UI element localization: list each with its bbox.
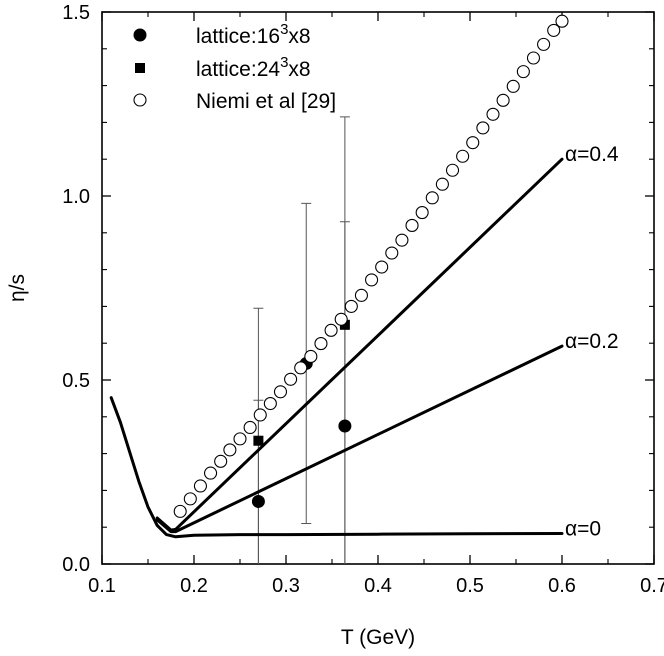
niemi-point — [273, 385, 288, 399]
lattice16-point — [338, 419, 352, 433]
niemi-point — [456, 149, 470, 163]
lattice24-point — [339, 319, 350, 330]
data-markers — [173, 14, 569, 518]
x-axis-title: T (GeV) — [341, 626, 415, 649]
y-tick-label: 1.5 — [62, 2, 90, 24]
niemi-point — [294, 361, 308, 375]
x-tick-label: 0.3 — [272, 575, 300, 597]
niemi-point — [486, 107, 500, 121]
x-tick-label: 0.5 — [456, 575, 484, 597]
niemi-point — [324, 323, 338, 337]
niemi-point — [476, 121, 490, 135]
niemi-point — [214, 454, 228, 468]
lattice24-point — [253, 435, 264, 446]
lattice16-point — [251, 494, 265, 508]
x-tick-label: 0.4 — [364, 575, 392, 597]
niemi-point — [405, 218, 419, 232]
niemi-point — [506, 79, 520, 93]
niemi-point — [466, 136, 480, 150]
curve-line — [155, 344, 564, 534]
niemi-point — [354, 288, 368, 302]
niemi-point — [395, 233, 409, 247]
niemi-point — [435, 177, 449, 191]
plot-frame — [101, 11, 655, 565]
y-tick-label: 0.5 — [62, 370, 90, 392]
niemi-point — [263, 397, 277, 411]
niemi-point — [516, 65, 530, 79]
y-tick-label: 1.0 — [62, 186, 90, 208]
niemi-point — [284, 372, 298, 386]
curve-label: α=0.4 — [565, 143, 619, 166]
y-axis-title: η/s — [6, 274, 29, 302]
niemi-point — [173, 504, 187, 518]
niemi-point — [365, 273, 379, 287]
legend-marker — [133, 93, 147, 107]
niemi-point — [193, 479, 207, 493]
niemi-point — [425, 191, 439, 205]
legend-marker — [135, 63, 145, 73]
niemi-point — [314, 337, 328, 351]
niemi-point — [385, 246, 399, 260]
error-bars — [253, 116, 350, 564]
niemi-point — [304, 349, 318, 363]
niemi-point — [537, 37, 551, 51]
curve-line — [155, 157, 564, 532]
axis-ticks: 0.1 0.2 0.3 0.4 0.5 0.6 0.7 0.0 0.5 1.0 1.5 — [62, 2, 664, 597]
curve-line — [109, 396, 564, 539]
niemi-point — [344, 299, 358, 313]
x-tick-label: 0.6 — [548, 575, 576, 597]
x-tick-label: 0.1 — [88, 575, 116, 597]
curve-label: α=0 — [565, 517, 601, 540]
niemi-point — [547, 23, 561, 37]
legend-label: lattice:243x8 — [196, 54, 311, 81]
niemi-point — [496, 93, 510, 107]
niemi-point — [183, 492, 197, 506]
curve-labels: α=0 α=0.2 α=0.4 — [565, 143, 619, 540]
niemi-point — [445, 163, 460, 177]
niemi-point — [253, 408, 267, 422]
legend-label: Niemi et al [29] — [196, 90, 336, 113]
niemi-point — [233, 432, 247, 446]
x-tick-label: 0.7 — [640, 575, 664, 597]
niemi-point — [223, 443, 237, 457]
niemi-point — [526, 51, 541, 65]
niemi-point — [555, 14, 569, 28]
y-tick-label: 0.0 — [62, 554, 90, 576]
niemi-point — [243, 420, 257, 435]
legend: lattice:163x8 lattice:243x8 Niemi et al [2… — [133, 21, 336, 113]
legend-marker — [133, 28, 147, 42]
niemi-point — [415, 206, 429, 220]
curve-label: α=0.2 — [565, 330, 619, 353]
niemi-point — [334, 312, 348, 326]
model-curves — [109, 157, 564, 539]
niemi-point — [204, 466, 218, 480]
x-tick-label: 0.2 — [180, 575, 208, 597]
legend-label: lattice:163x8 — [196, 21, 311, 48]
niemi-point — [375, 260, 389, 274]
